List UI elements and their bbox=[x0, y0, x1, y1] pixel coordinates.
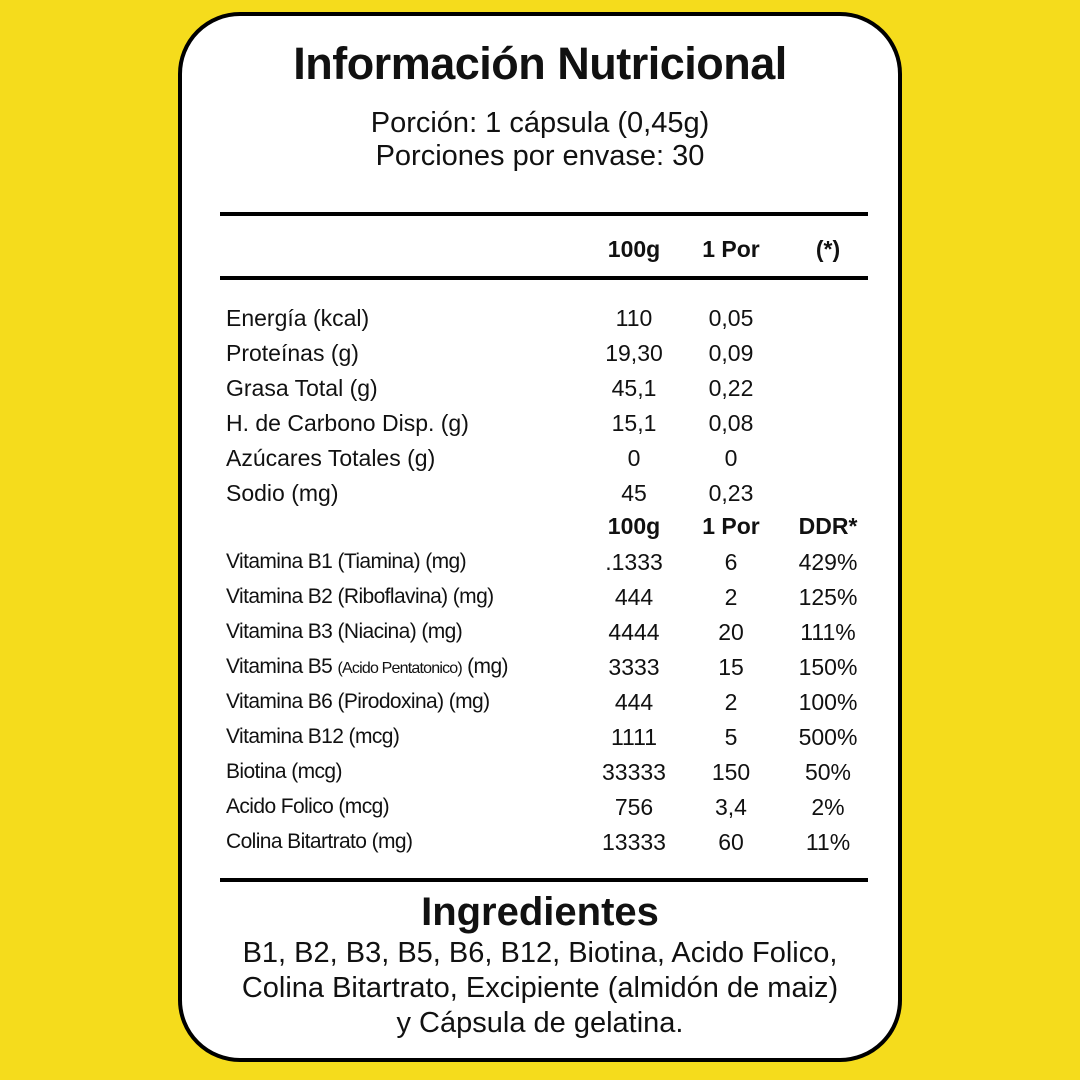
table-row: Colina Bitartrato (mg) 13333 60 11% bbox=[226, 825, 866, 859]
ingredients-text: B1, B2, B3, B5, B6, B12, Biotina, Acido … bbox=[241, 937, 839, 1039]
value-per-serving: 150 bbox=[711, 759, 751, 785]
value-per-serving: 15 bbox=[718, 654, 744, 680]
divider bbox=[220, 878, 868, 882]
table-row: Proteínas (g) 19,30 0,09 bbox=[226, 336, 866, 370]
table-header: 100g 1 Por (*) bbox=[226, 232, 866, 266]
page-title: Información Nutricional bbox=[293, 38, 787, 89]
vitamin-label-part: (Acido Pentatonico) bbox=[337, 660, 462, 677]
table-row: Grasa Total (g) 45,1 0,22 bbox=[226, 371, 866, 405]
value-ddr: 429% bbox=[798, 549, 858, 575]
value-100g: 15,1 bbox=[611, 410, 657, 436]
table-row: Vitamina B1 (Tiamina) (mg) .1333 6 429% bbox=[226, 545, 866, 579]
value-100g: 444 bbox=[614, 584, 654, 610]
value-per-serving: 2 bbox=[724, 584, 738, 610]
value-100g: 4444 bbox=[608, 619, 660, 645]
table-row: H. de Carbono Disp. (g) 15,1 0,08 bbox=[226, 406, 866, 440]
col-per-serving: 1 Por bbox=[702, 513, 760, 539]
divider bbox=[220, 276, 868, 280]
value-per-serving: 0,22 bbox=[708, 375, 754, 401]
vitamin-label-part: (mg) bbox=[461, 655, 508, 678]
nutrient-label: Energía (kcal) bbox=[226, 305, 370, 331]
table-row: Vitamina B6 (Pirodoxina) (mg) 444 2 100% bbox=[226, 685, 866, 719]
value-100g: 45 bbox=[621, 480, 647, 506]
value-per-serving: 60 bbox=[718, 829, 744, 855]
value-per-serving: 0,08 bbox=[708, 410, 754, 436]
col-per-serving: 1 Por bbox=[702, 236, 760, 262]
col-ddr: DDR* bbox=[798, 513, 858, 539]
vitamin-label: Vitamina B5 (Acido Pentatonico) (mg) bbox=[226, 650, 509, 686]
value-ddr: 50% bbox=[804, 759, 852, 785]
divider bbox=[220, 212, 868, 216]
nutrient-label: Azúcares Totales (g) bbox=[226, 445, 436, 471]
value-100g: 444 bbox=[614, 689, 654, 715]
value-per-serving: 3,4 bbox=[715, 794, 747, 820]
ingredients-title: Ingredientes bbox=[421, 890, 659, 934]
vitamin-label: Vitamina B6 (Pirodoxina) (mg) bbox=[226, 690, 490, 713]
value-per-serving: 20 bbox=[718, 619, 744, 645]
value-100g: .1333 bbox=[605, 549, 663, 575]
nutrient-label: Grasa Total (g) bbox=[226, 375, 378, 401]
col-100g: 100g bbox=[607, 236, 661, 262]
value-100g: 1111 bbox=[610, 724, 658, 750]
servings-per-container: Porciones por envase: 30 bbox=[375, 140, 705, 172]
value-per-serving: 0,09 bbox=[708, 340, 754, 366]
vitamin-label: Biotina (mcg) bbox=[226, 760, 343, 783]
vitamin-label: Vitamina B2 (Riboflavina) (mg) bbox=[226, 585, 494, 608]
table-row: Azúcares Totales (g) 0 0 bbox=[226, 441, 866, 475]
col-ddr: (*) bbox=[815, 236, 841, 262]
vitamin-label: Colina Bitartrato (mg) bbox=[226, 830, 413, 853]
col-100g: 100g bbox=[607, 513, 661, 539]
vitamin-label: Vitamina B3 (Niacina) (mg) bbox=[226, 620, 463, 643]
value-100g: 13333 bbox=[602, 829, 666, 855]
value-100g: 3333 bbox=[608, 654, 660, 680]
value-100g: 110 bbox=[615, 305, 653, 331]
value-ddr: 11% bbox=[805, 829, 851, 855]
value-ddr: 150% bbox=[798, 654, 858, 680]
table-row: Vitamina B12 (mcg) 1111 5 500% bbox=[226, 720, 866, 754]
table-row: Vitamina B2 (Riboflavina) (mg) 444 2 125% bbox=[226, 580, 866, 614]
value-ddr: 100% bbox=[798, 689, 858, 715]
value-ddr: 111% bbox=[800, 619, 856, 645]
value-ddr: 125% bbox=[798, 584, 858, 610]
value-ddr: 2% bbox=[811, 794, 845, 820]
value-per-serving: 0,05 bbox=[708, 305, 754, 331]
vitamin-label: Vitamina B1 (Tiamina) (mg) bbox=[226, 550, 467, 573]
value-ddr: 500% bbox=[798, 724, 858, 750]
nutrient-label: H. de Carbono Disp. (g) bbox=[226, 410, 469, 436]
value-100g: 756 bbox=[614, 794, 654, 820]
value-100g: 45,1 bbox=[611, 375, 657, 401]
value-per-serving: 5 bbox=[724, 724, 738, 750]
table-row: Acido Folico (mcg) 756 3,4 2% bbox=[226, 790, 866, 824]
nutrient-label: Sodio (mg) bbox=[226, 480, 339, 506]
value-per-serving: 6 bbox=[724, 549, 738, 575]
table-row: Sodio (mg) 45 0,23 bbox=[226, 476, 866, 510]
table-row: Energía (kcal) 110 0,05 bbox=[226, 301, 866, 335]
nutrition-card bbox=[178, 12, 902, 1062]
value-per-serving: 0 bbox=[724, 445, 738, 471]
vitamin-label: Acido Folico (mcg) bbox=[226, 795, 390, 818]
table-row: Vitamina B3 (Niacina) (mg) 4444 20 111% bbox=[226, 615, 866, 649]
table-row: 3333 15 150% Vitamina B5 (Acido Pentatonico… bbox=[226, 650, 866, 684]
value-100g: 19,30 bbox=[605, 340, 663, 366]
value-100g: 33333 bbox=[602, 759, 666, 785]
vitamin-label: Vitamina B12 (mcg) bbox=[226, 725, 400, 748]
value-per-serving: 2 bbox=[724, 689, 738, 715]
table-row: Biotina (mcg) 33333 150 50% bbox=[226, 755, 866, 789]
value-per-serving: 0,23 bbox=[708, 480, 754, 506]
vitamin-table-header: 100g 1 Por DDR* bbox=[226, 509, 866, 543]
serving-size: Porción: 1 cápsula (0,45g) bbox=[370, 107, 710, 139]
nutrient-label: Proteínas (g) bbox=[226, 340, 359, 366]
value-100g: 0 bbox=[627, 445, 641, 471]
vitamin-label-part: Vitamina B5 bbox=[226, 655, 338, 678]
